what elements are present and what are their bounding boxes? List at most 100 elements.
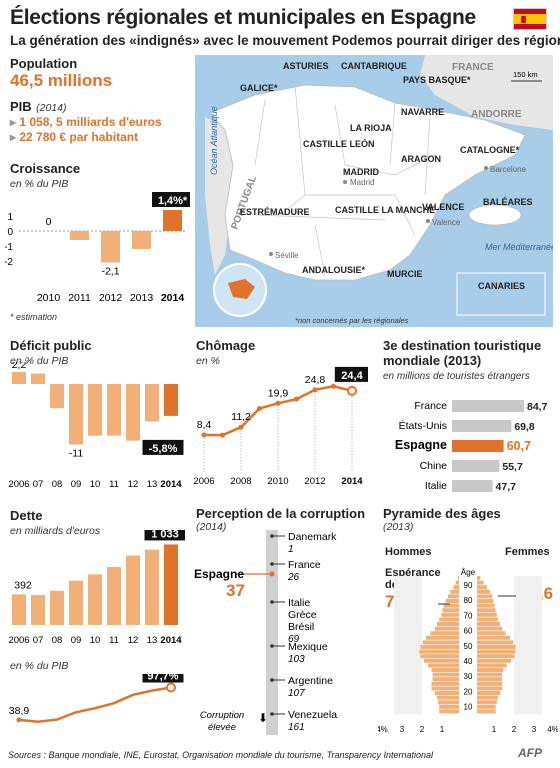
pyramide-age-label: Âge	[461, 568, 476, 577]
croissance-label: -2,1	[101, 266, 119, 278]
pyramide-x-tick: 3	[532, 725, 537, 734]
deficit-title: Déficit public	[10, 338, 92, 353]
corruption-rank: 1	[288, 544, 294, 555]
region-la-rioja: LA RIOJA	[350, 123, 392, 133]
pyramide-men-bar	[431, 686, 459, 691]
deficit-xtick: 09	[71, 479, 82, 490]
pyramide-women-bar	[477, 649, 516, 654]
pyramide-women-bar	[477, 658, 512, 663]
pyramide-x-tick: 4%	[547, 725, 558, 734]
pyramide-age-tick: 10	[464, 703, 473, 712]
chomage-label-bg	[334, 366, 368, 382]
deficit-unit: en % du PIB	[10, 355, 69, 367]
dette-bar	[88, 574, 102, 625]
dette-unit: en milliards d'euros	[10, 525, 101, 537]
pyramide-hommes: Hommes	[385, 546, 432, 558]
pyramide-x-tick: 3	[400, 725, 405, 734]
croissance-ytick: 0	[7, 227, 13, 238]
dette-xtick: 08	[52, 635, 63, 646]
deficit-label-bg	[142, 439, 184, 455]
city-valence-dot	[426, 219, 430, 223]
corruption-dot	[270, 562, 274, 566]
corruption-dot	[270, 600, 274, 604]
corruption-spain-dot	[269, 571, 275, 577]
city-barcelone-dot	[484, 166, 488, 170]
population-label: Population	[10, 56, 78, 71]
pyramide-band	[514, 576, 542, 714]
tourisme-category: Espagne	[395, 438, 447, 452]
croissance-bar	[101, 231, 120, 263]
deficit-bar	[126, 384, 140, 441]
corruption-dot	[270, 678, 274, 682]
pyramide-women-bar	[477, 663, 507, 668]
pyramide-women-bar	[477, 622, 501, 626]
region-galice: GALICE*	[240, 83, 278, 93]
pyramide-women-bar	[477, 704, 496, 709]
pyramide-women-bar	[477, 709, 496, 714]
deficit-label: 2,2	[12, 362, 27, 371]
croissance-xtick: 2010	[37, 292, 61, 304]
tourisme-title: 3e destination touristique mondiale (201…	[383, 338, 542, 368]
pyramide-men-bar	[441, 612, 459, 617]
croissance-bar	[132, 231, 151, 249]
spain-flag-icon	[513, 8, 547, 30]
pyramide-women-bar	[477, 672, 503, 677]
region-madrid: MADRID	[343, 167, 379, 177]
pyramide-women-bar	[477, 617, 498, 622]
corruption-country: Mexique	[288, 641, 328, 653]
pyramide-men-bar	[431, 681, 459, 686]
pyramide-x-tick: 1	[492, 725, 497, 734]
corruption-rank: 161	[288, 722, 305, 733]
map-france	[420, 55, 553, 130]
deficit-bar	[50, 384, 64, 409]
pyramide-men-bar	[420, 654, 459, 659]
pyramide-women-bar	[477, 631, 506, 636]
deficit-bar	[31, 373, 45, 384]
pyramide-men-bar	[455, 580, 459, 585]
croissance-label: 0	[46, 216, 52, 228]
deficit-xtick: 11	[109, 479, 119, 490]
corruption-dot	[270, 644, 274, 648]
region-murcie: MURCIE	[387, 269, 423, 279]
dette-bar	[145, 549, 159, 625]
pyramide-women-bar	[477, 645, 516, 649]
corruption-bottom-label: Corruption	[200, 710, 244, 721]
croissance-bar	[70, 231, 89, 240]
pyramide-men-bar	[423, 658, 459, 663]
corruption-bottom-label: élevée	[208, 722, 236, 733]
pyramide-women-bar	[477, 635, 510, 640]
dette-bar	[164, 544, 178, 625]
pyramide-women-bar	[477, 700, 497, 705]
tourisme-bar	[452, 460, 500, 472]
region-castille-leon: CASTILLE LEÓN	[303, 138, 375, 149]
pyramide-men-bar	[453, 585, 459, 590]
dette-label: 392	[14, 579, 32, 591]
deficit-xtick: 07	[33, 479, 44, 490]
map-note: *non concernés par les régionales	[295, 316, 409, 325]
pyramide-men-bar	[419, 649, 459, 654]
deficit-bar	[107, 384, 121, 436]
pyramide-women-bar	[477, 626, 503, 631]
tourisme-category: Chine	[420, 460, 448, 472]
pyramide-men-bar	[430, 631, 459, 636]
spain-map: 150 km FRANCE ANDORRE PORTUGAL Océan Atl…	[195, 55, 553, 327]
pyramide-x-tick: 2	[420, 725, 425, 734]
pyramide-men-bar	[457, 576, 459, 580]
corruption-rank: 107	[288, 688, 305, 699]
pib-label: PIB	[10, 99, 32, 114]
croissance-chart: 1 0 -1 -2 2010 0 2011 2012 -2,1 2013 2014 1,4%*	[5, 192, 190, 304]
deficit-bar	[145, 384, 159, 422]
deficit-bar	[164, 384, 178, 416]
city-barcelone: Barcelone	[490, 165, 527, 174]
tourisme-unit: en millions de touristes étrangers	[383, 371, 530, 382]
chomage-xtick: 2010	[267, 476, 288, 487]
chomage-label: 19,9	[268, 387, 289, 399]
pyramide-x-tick: 4%	[378, 725, 388, 734]
dette-bar	[12, 594, 26, 625]
dette-pib-point	[166, 682, 176, 693]
croissance-ytick: 1	[7, 212, 13, 223]
corruption-arrow-icon: ⬇	[258, 711, 268, 725]
region-baleares: BALÉARES	[483, 197, 533, 207]
pyramide-women-bar	[477, 681, 503, 686]
croissance-xtick: 2013	[130, 292, 154, 304]
